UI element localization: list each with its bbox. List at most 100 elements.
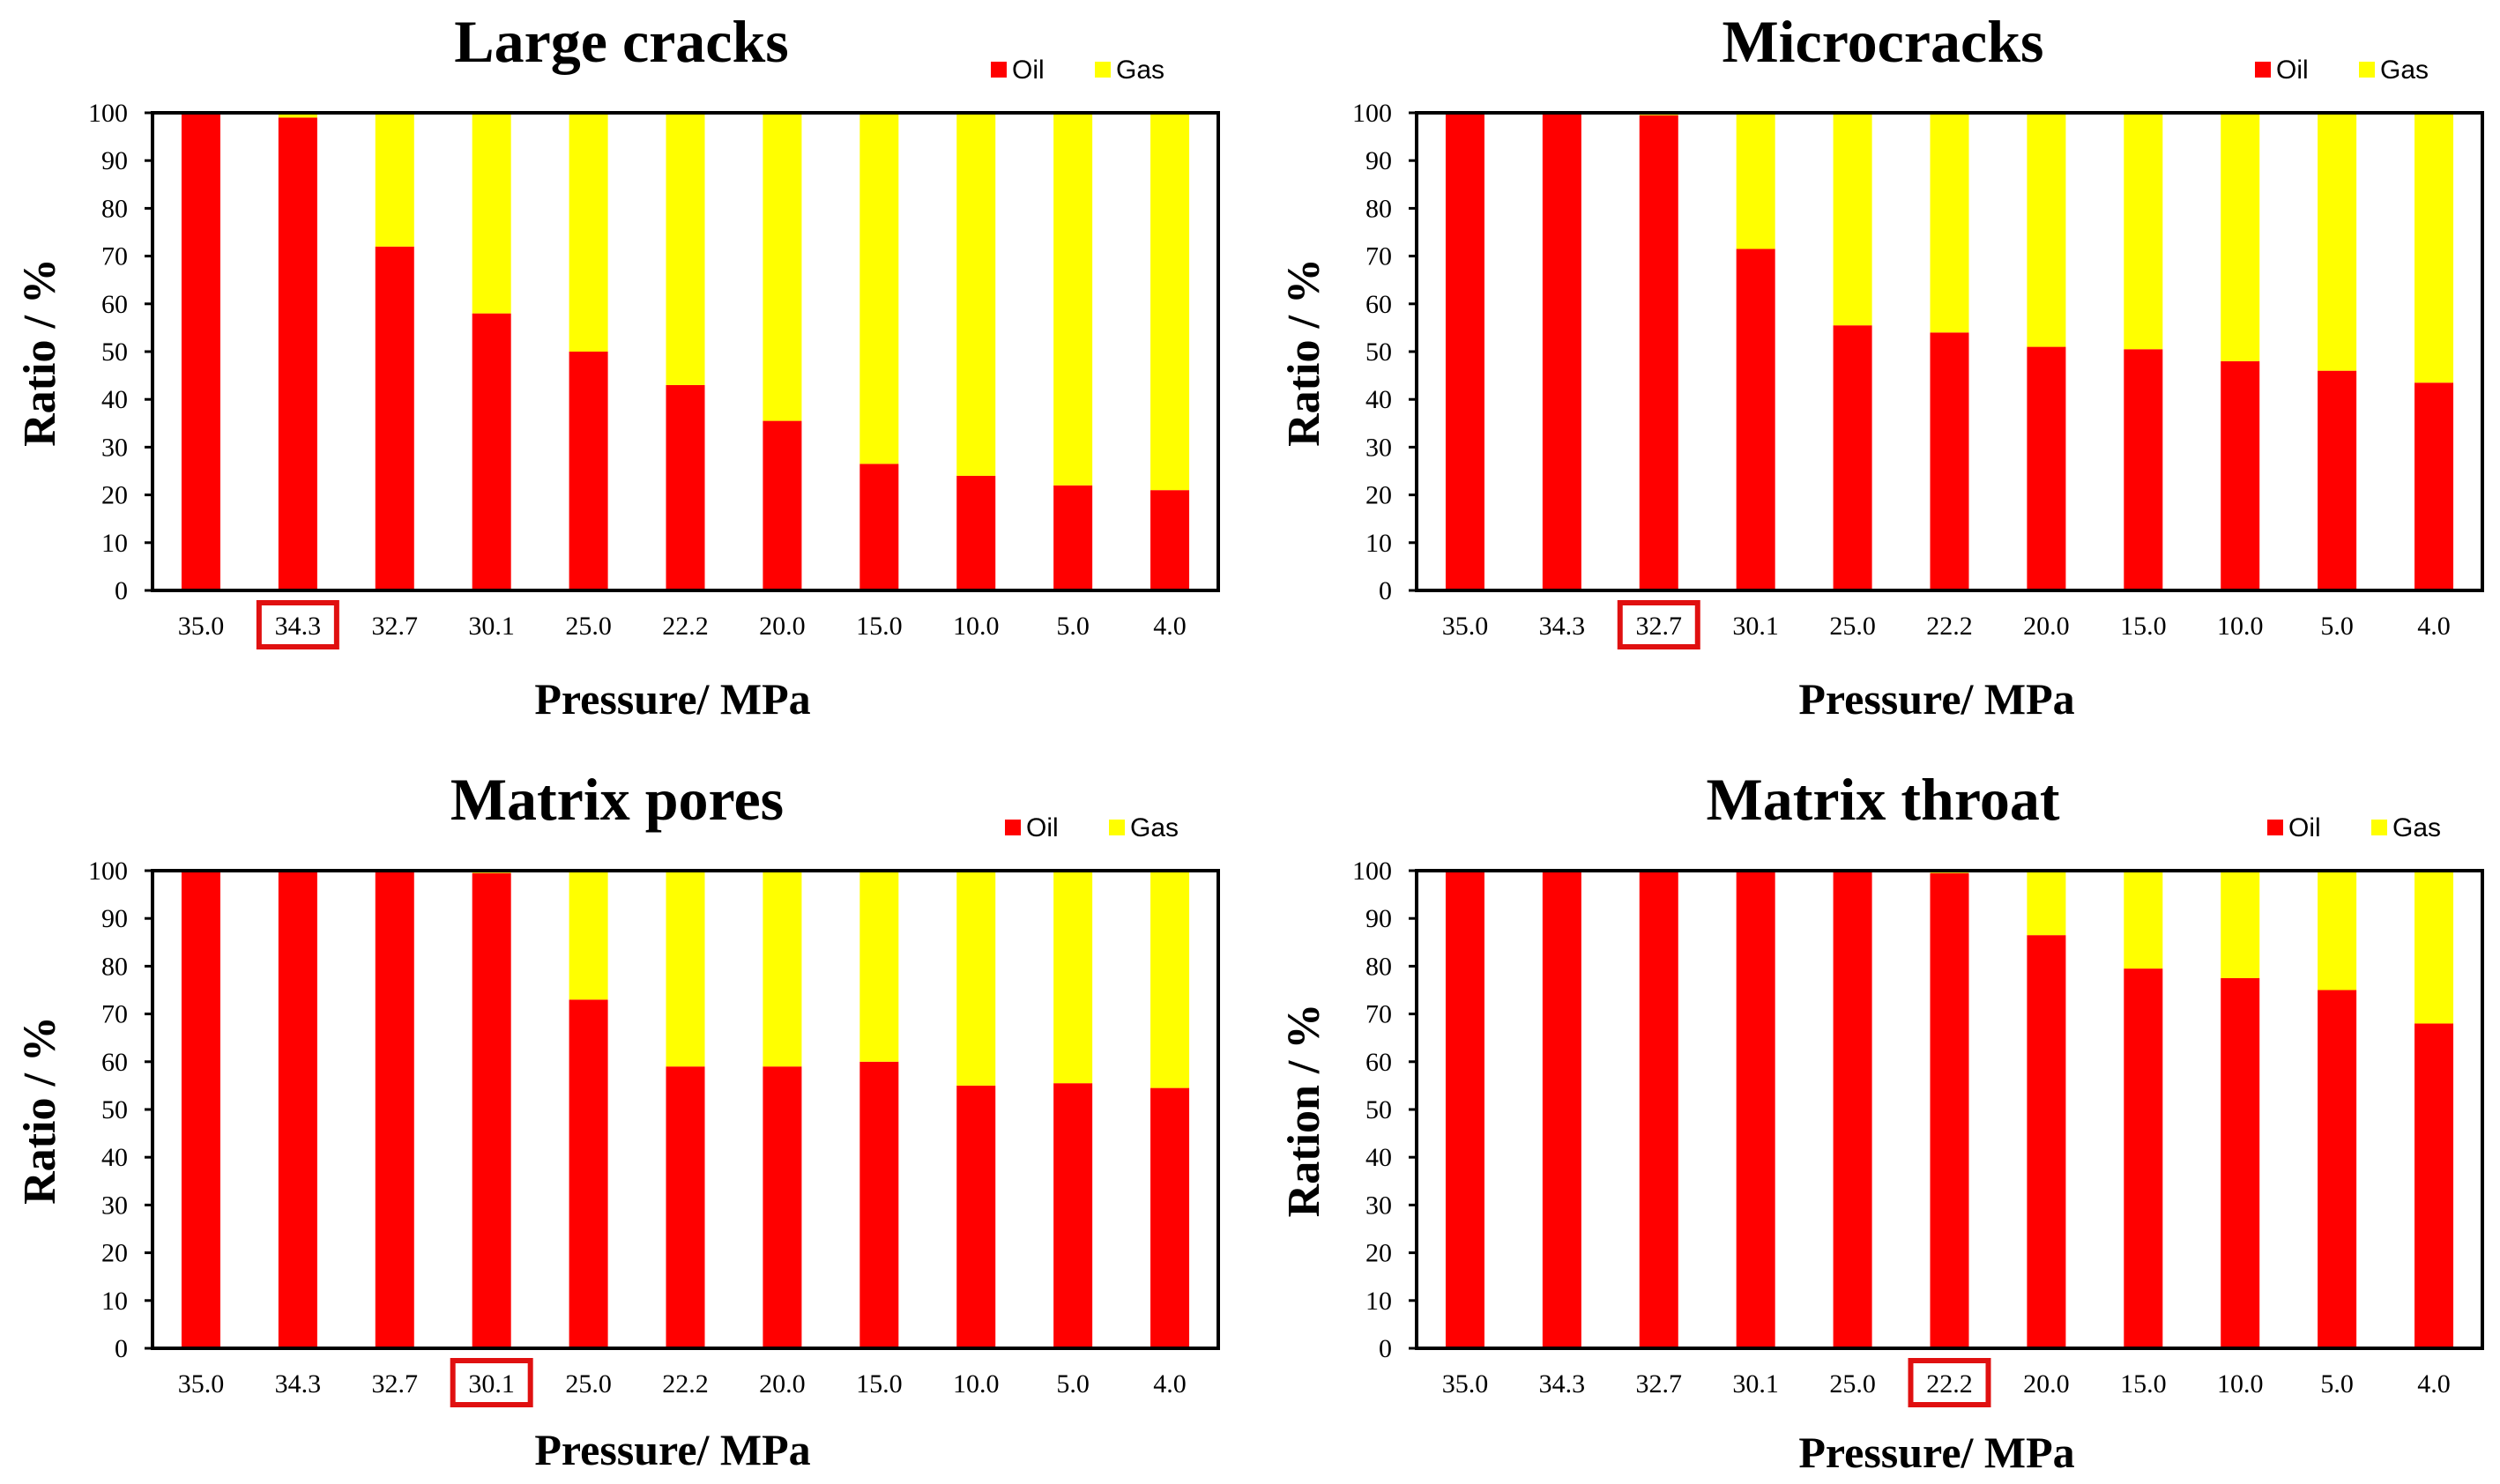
x-tick-label: 20.0 bbox=[2023, 1369, 2070, 1399]
chart-matrix-throat: Matrix throat Ration / % Pressure/ MPa O… bbox=[1279, 766, 2484, 1477]
y-tick-label: 100 bbox=[1352, 99, 1392, 128]
bar-oil-35.0 bbox=[1445, 113, 1484, 590]
y-tick-label: 20 bbox=[101, 1239, 128, 1268]
chart-title: Matrix throat bbox=[1707, 766, 2060, 833]
bar-oil-35.0 bbox=[1445, 871, 1484, 1348]
bar-gas-22.2 bbox=[666, 871, 705, 1067]
x-tick-label: 30.1 bbox=[1732, 612, 1779, 641]
x-axis-title: Pressure/ MPa bbox=[534, 674, 810, 723]
y-tick-label: 10 bbox=[1365, 529, 1392, 558]
y-tick-label: 90 bbox=[101, 146, 128, 175]
bar-gas-20.0 bbox=[2027, 871, 2066, 936]
bar-oil-4.0 bbox=[2414, 1023, 2454, 1348]
bar-oil-22.2 bbox=[666, 384, 705, 590]
x-tick-label: 4.0 bbox=[2417, 612, 2451, 641]
x-tick-label: 10.0 bbox=[2217, 1369, 2264, 1399]
bar-oil-34.3 bbox=[1542, 871, 1581, 1348]
bar-oil-34.3 bbox=[1542, 113, 1581, 590]
legend-gas-label: Gas bbox=[2380, 56, 2429, 85]
y-tick-label: 80 bbox=[1365, 194, 1392, 223]
legend-oil-label: Oil bbox=[1026, 813, 1059, 842]
y-tick-label: 70 bbox=[101, 242, 128, 271]
y-tick-label: 10 bbox=[101, 529, 128, 558]
y-tick-label: 10 bbox=[1365, 1287, 1392, 1316]
bar-gas-22.2 bbox=[666, 113, 705, 385]
x-tick-label: 5.0 bbox=[1056, 612, 1090, 641]
x-tick-label: 4.0 bbox=[1153, 1369, 1187, 1399]
bar-oil-20.0 bbox=[763, 420, 802, 590]
bar-oil-5.0 bbox=[2318, 370, 2357, 590]
chart-title: Large cracks bbox=[454, 8, 789, 75]
x-tick-label: 22.2 bbox=[1926, 1369, 1973, 1399]
x-tick-label: 34.3 bbox=[1539, 1369, 1586, 1399]
x-tick-label: 22.2 bbox=[662, 1369, 709, 1399]
y-axis-title: Ratio / % bbox=[15, 258, 65, 447]
legend-oil-swatch bbox=[1005, 820, 1021, 835]
x-tick-label: 20.0 bbox=[2023, 612, 2070, 641]
bar-oil-32.7 bbox=[375, 871, 414, 1348]
x-tick-label: 10.0 bbox=[953, 612, 1000, 641]
x-tick-label: 32.7 bbox=[1636, 1369, 1683, 1399]
x-tick-label: 15.0 bbox=[856, 612, 903, 641]
bar-gas-30.1 bbox=[472, 113, 511, 314]
x-tick-label: 34.3 bbox=[275, 1369, 322, 1399]
bar-gas-32.7 bbox=[375, 113, 414, 247]
chart-matrix-pores: Matrix pores Ratio / % Pressure/ MPa Oil… bbox=[15, 766, 1220, 1474]
y-tick-label: 100 bbox=[88, 99, 128, 128]
bar-oil-20.0 bbox=[763, 1066, 802, 1348]
highlight-box bbox=[256, 600, 339, 649]
bar-gas-20.0 bbox=[2027, 113, 2066, 347]
x-tick-label: 25.0 bbox=[1829, 612, 1876, 641]
y-tick-label: 100 bbox=[1352, 857, 1392, 886]
bar-oil-32.7 bbox=[375, 246, 414, 590]
y-tick-label: 80 bbox=[1365, 952, 1392, 981]
y-tick-label: 40 bbox=[101, 385, 128, 414]
x-tick-label: 30.1 bbox=[1732, 1369, 1779, 1399]
bar-oil-32.7 bbox=[1639, 871, 1678, 1348]
bar-oil-20.0 bbox=[2027, 346, 2066, 590]
bar-gas-22.2 bbox=[1930, 113, 1969, 333]
x-tick-label: 5.0 bbox=[2320, 612, 2354, 641]
bar-gas-10.0 bbox=[2221, 113, 2260, 361]
y-tick-label: 20 bbox=[101, 481, 128, 510]
y-tick-label: 80 bbox=[101, 194, 128, 223]
bar-gas-34.3 bbox=[278, 113, 317, 118]
bar-oil-5.0 bbox=[2318, 990, 2357, 1348]
chart-title: Matrix pores bbox=[450, 766, 784, 833]
x-tick-label: 22.2 bbox=[1926, 612, 1973, 641]
y-tick-label: 40 bbox=[1365, 385, 1392, 414]
bar-gas-25.0 bbox=[569, 871, 608, 1000]
x-tick-label: 20.0 bbox=[759, 612, 806, 641]
bar-gas-4.0 bbox=[1150, 871, 1190, 1088]
x-tick-label: 10.0 bbox=[2217, 612, 2264, 641]
y-axis-title: Ratio / % bbox=[1279, 258, 1329, 447]
y-axis-title: Ration / % bbox=[1279, 1004, 1329, 1218]
x-tick-label: 25.0 bbox=[1829, 1369, 1876, 1399]
bar-oil-10.0 bbox=[956, 475, 996, 590]
y-tick-label: 0 bbox=[115, 576, 128, 605]
y-tick-label: 90 bbox=[1365, 146, 1392, 175]
bar-oil-25.0 bbox=[1833, 325, 1872, 590]
x-tick-label: 20.0 bbox=[759, 1369, 806, 1399]
bar-oil-10.0 bbox=[2221, 977, 2260, 1348]
y-tick-label: 10 bbox=[101, 1287, 128, 1316]
y-tick-label: 50 bbox=[101, 1095, 128, 1124]
bar-gas-5.0 bbox=[2318, 871, 2357, 991]
y-tick-label: 60 bbox=[101, 1048, 128, 1077]
x-tick-label: 25.0 bbox=[565, 1369, 612, 1399]
bar-oil-34.3 bbox=[278, 117, 317, 591]
legend-gas-swatch bbox=[2371, 820, 2387, 835]
y-tick-label: 90 bbox=[101, 904, 128, 933]
bar-oil-35.0 bbox=[181, 113, 220, 590]
bar-oil-22.2 bbox=[1930, 332, 1969, 590]
y-tick-label: 50 bbox=[1365, 1095, 1392, 1124]
chart-microcracks: Microcracks Ratio / % Pressure/ MPa Oil … bbox=[1279, 8, 2484, 723]
x-tick-label: 34.3 bbox=[1539, 612, 1586, 641]
x-tick-label: 25.0 bbox=[565, 612, 612, 641]
y-tick-label: 30 bbox=[1365, 433, 1392, 462]
y-tick-label: 80 bbox=[101, 952, 128, 981]
x-tick-label: 4.0 bbox=[2417, 1369, 2451, 1399]
bar-gas-25.0 bbox=[1833, 113, 1872, 326]
bar-gas-5.0 bbox=[2318, 113, 2357, 371]
